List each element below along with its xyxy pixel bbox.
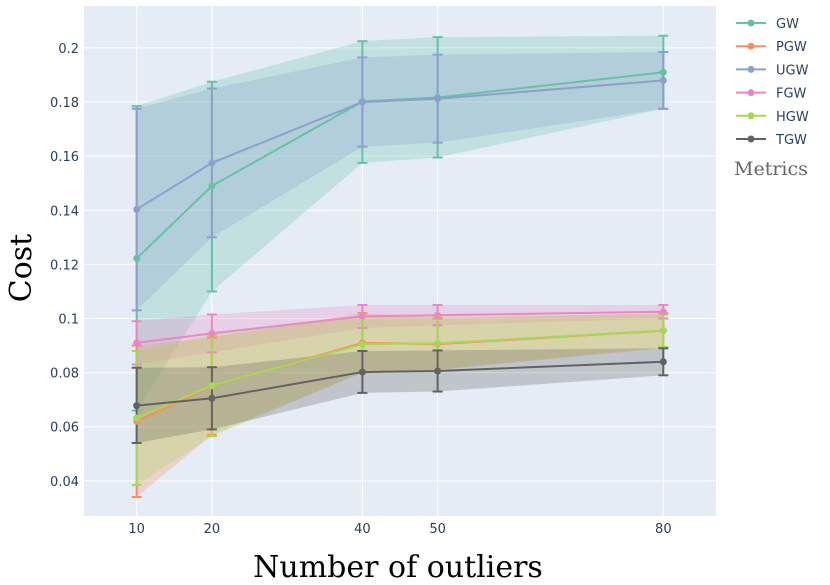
legend-item-tgw[interactable]: TGW (736, 133, 807, 148)
legend-label: HGW (776, 110, 809, 125)
point-ugw (434, 95, 442, 103)
legend[interactable]: GW PGW UGW FGW HGW TGW (736, 17, 809, 148)
x-axis-title: Number of outliers (253, 550, 543, 585)
band-ugw (136, 51, 664, 311)
point-tgw (358, 368, 366, 376)
x-tick-label: 50 (429, 522, 446, 537)
point-tgw (208, 394, 216, 402)
band-hgw (136, 314, 664, 485)
x-tick-labels: 10 20 40 50 80 (128, 522, 671, 537)
legend-label: PGW (776, 40, 807, 55)
legend-title: Metrics (734, 158, 808, 180)
y-tick-label: 0.08 (50, 367, 79, 382)
band-pgw (136, 313, 664, 498)
y-tick-label: 0.12 (50, 258, 79, 273)
point-fgw (659, 308, 667, 316)
y-tick-label: 0.04 (50, 475, 79, 490)
point-gw (208, 182, 216, 190)
legend-label: TGW (775, 133, 807, 148)
y-tick-label: 0.2 (58, 42, 79, 57)
x-tick-label: 80 (655, 522, 672, 537)
legend-label: UGW (776, 63, 809, 78)
point-hgw (434, 339, 442, 347)
point-fgw (208, 329, 216, 337)
plot-background (84, 6, 716, 516)
legend-item-hgw[interactable]: HGW (736, 110, 809, 125)
point-fgw (133, 339, 141, 347)
y-tick-label: 0.06 (50, 421, 79, 436)
point-tgw (659, 358, 667, 366)
point-hgw (133, 414, 141, 422)
point-ugw (358, 98, 366, 106)
legend-label: GW (776, 17, 799, 32)
legend-marker (747, 65, 755, 73)
point-ugw (659, 76, 667, 84)
band-tgw (136, 348, 664, 443)
legend-item-fgw[interactable]: FGW (736, 87, 807, 102)
series-markers (133, 68, 667, 425)
legend-marker (747, 135, 755, 143)
point-tgw (434, 367, 442, 375)
y-tick-label: 0.14 (50, 204, 79, 219)
point-tgw (133, 402, 141, 410)
legend-label: FGW (776, 87, 807, 102)
y-tick-label: 0.18 (50, 96, 79, 111)
y-tick-label: 0.16 (50, 150, 79, 165)
point-gw (659, 68, 667, 76)
x-tick-label: 10 (128, 522, 145, 537)
point-ugw (208, 159, 216, 167)
legend-item-ugw[interactable]: UGW (736, 63, 809, 78)
point-gw (133, 254, 141, 262)
y-axis-title: Cost (4, 234, 39, 302)
point-hgw (659, 327, 667, 335)
legend-marker (747, 42, 755, 50)
confidence-bands (136, 35, 664, 498)
band-fgw (136, 304, 664, 365)
point-hgw (358, 340, 366, 348)
band-gw (136, 35, 664, 411)
legend-item-pgw[interactable]: PGW (736, 40, 807, 55)
legend-marker (747, 89, 755, 97)
point-ugw (133, 205, 141, 213)
legend-item-gw[interactable]: GW (736, 17, 799, 32)
legend-marker (747, 112, 755, 120)
point-fgw (434, 311, 442, 319)
x-tick-label: 40 (354, 522, 371, 537)
y-tick-labels: 0.04 0.06 0.08 0.1 0.12 0.14 0.16 0.18 0.2 (50, 42, 79, 490)
x-tick-label: 20 (204, 522, 221, 537)
point-hgw (208, 382, 216, 390)
legend-marker (747, 19, 755, 27)
y-tick-label: 0.1 (58, 312, 79, 327)
point-fgw (358, 312, 366, 320)
